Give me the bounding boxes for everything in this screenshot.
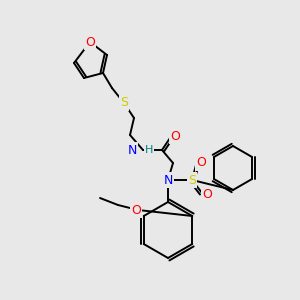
Text: O: O [202,188,212,202]
Text: O: O [131,203,141,217]
Text: N: N [128,143,137,157]
Text: O: O [196,157,206,169]
Text: H: H [145,145,153,155]
Text: S: S [120,97,128,110]
Text: O: O [170,130,180,142]
Text: N: N [163,173,173,187]
Text: S: S [188,173,196,187]
Text: O: O [85,35,95,49]
